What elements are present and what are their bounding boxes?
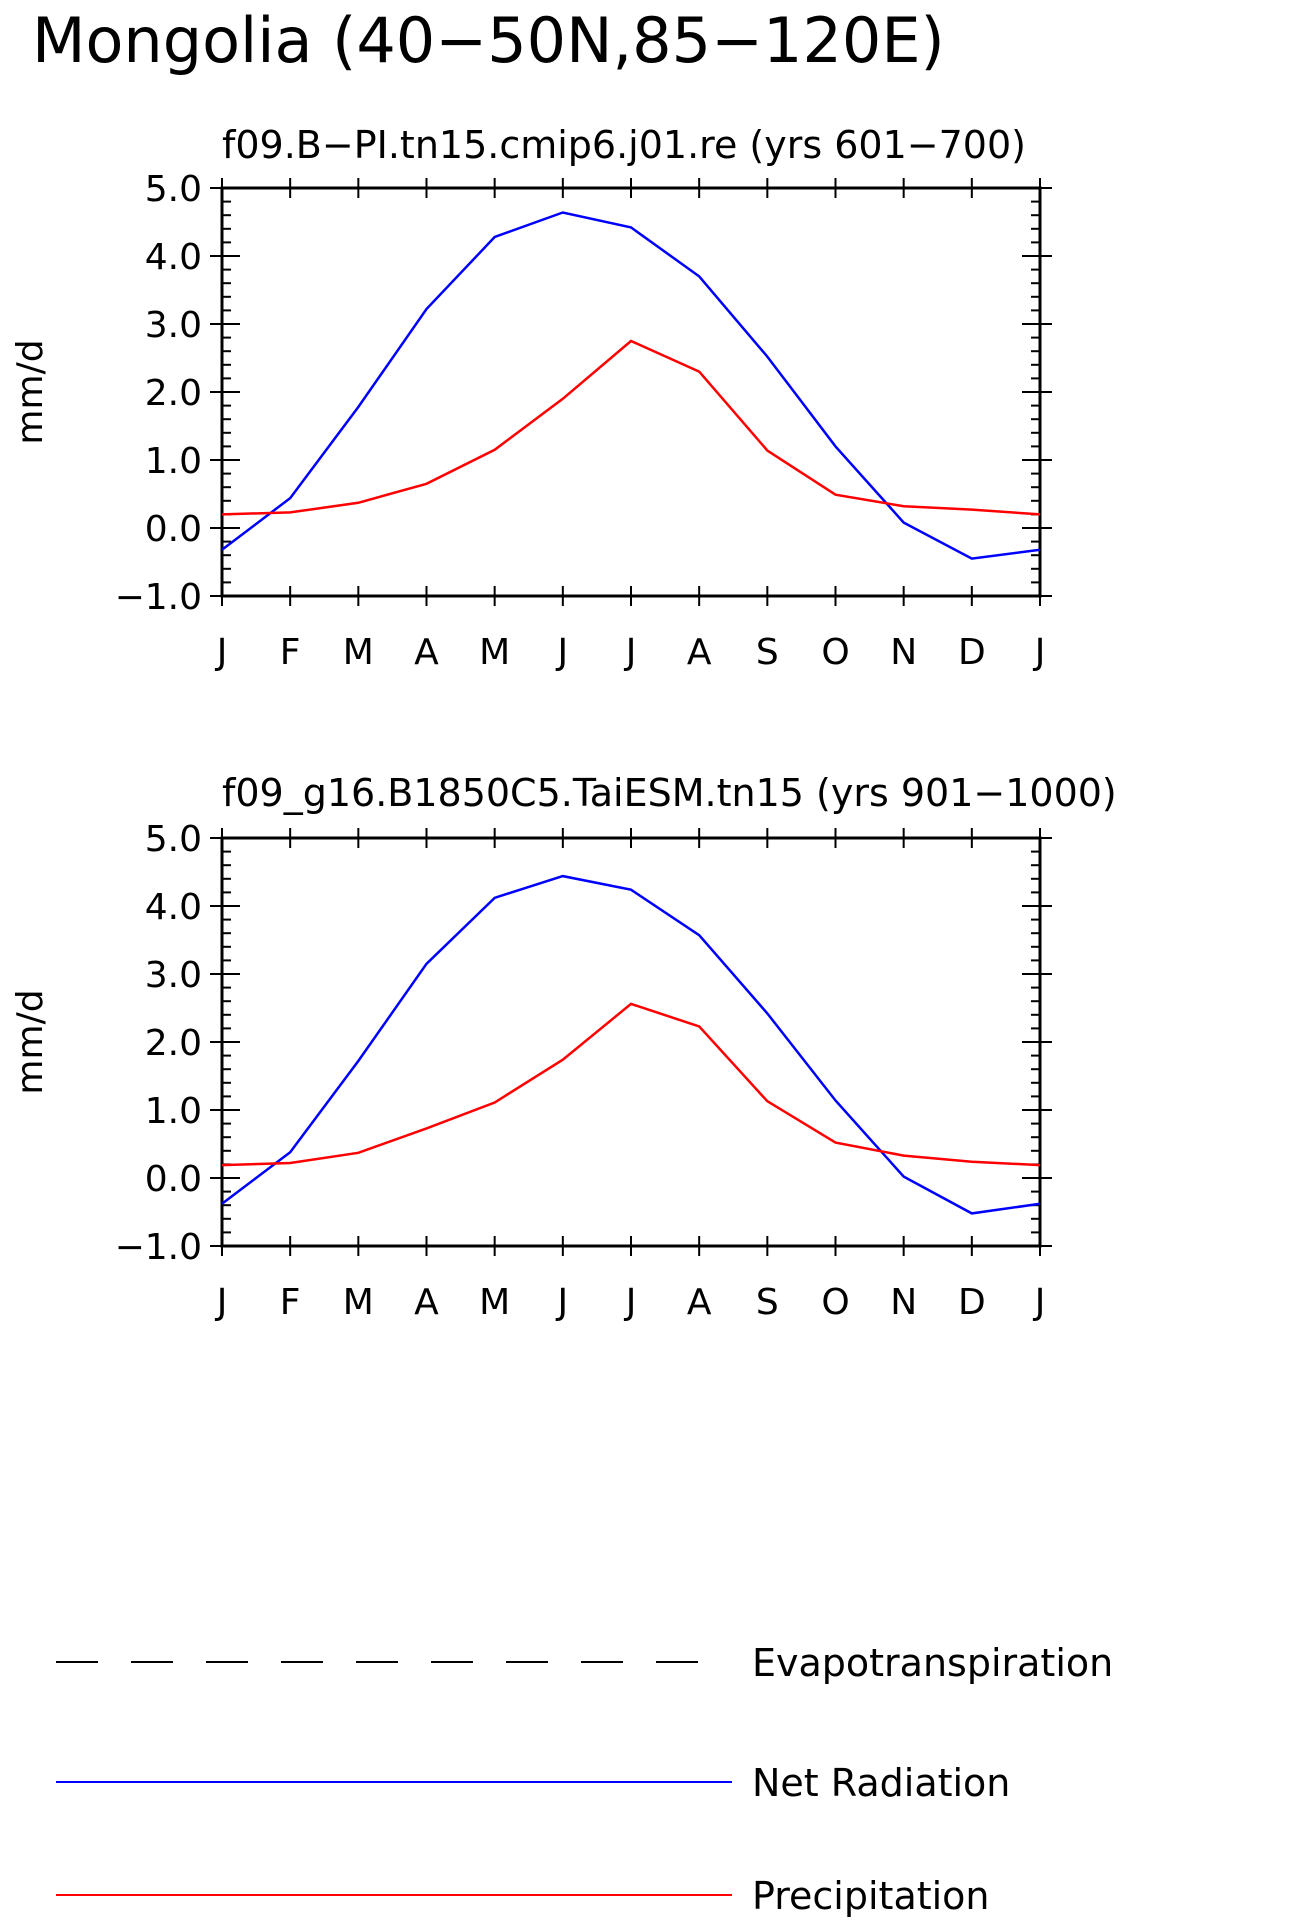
x-tick-label: F bbox=[280, 632, 301, 673]
plot-frame bbox=[220, 186, 1042, 598]
x-tick-label: J bbox=[1033, 632, 1046, 673]
panel-bottom: f09_g16.B1850C5.TaiESM.tn15 (yrs 901−100… bbox=[10, 771, 1117, 1323]
series-line-precipitation bbox=[221, 339, 1041, 516]
y-tick-label: 4.0 bbox=[145, 887, 202, 928]
series-line-net-radiation bbox=[221, 211, 1041, 560]
legend-label-net-radiation: Net Radiation bbox=[752, 1761, 1010, 1805]
legend-item-evapotranspiration: Evapotranspiration bbox=[56, 1641, 1113, 1685]
x-tick-label: J bbox=[556, 1282, 569, 1323]
y-tick-label: 1.0 bbox=[145, 441, 202, 482]
panel-title: f09_g16.B1850C5.TaiESM.tn15 (yrs 901−100… bbox=[222, 771, 1117, 815]
x-tick-label: M bbox=[479, 632, 510, 673]
x-tick-label: A bbox=[687, 1282, 712, 1323]
x-tick-label: J bbox=[556, 632, 569, 673]
panel-top: f09.B−PI.tn15.cmip6.j01.re (yrs 601−700)… bbox=[10, 123, 1052, 673]
legend: Evapotranspiration Net Radiation Precipi… bbox=[56, 1641, 1113, 1918]
x-tick-label: N bbox=[890, 632, 917, 673]
x-tick-label: J bbox=[215, 1282, 228, 1323]
y-tick-label: 2.0 bbox=[145, 1023, 202, 1064]
y-tick-label: −1.0 bbox=[115, 1227, 202, 1268]
x-tick-label: S bbox=[756, 1282, 779, 1323]
x-tick-label: J bbox=[624, 1282, 637, 1323]
y-tick-label: 5.0 bbox=[145, 819, 202, 860]
x-tick-label: A bbox=[414, 1282, 439, 1323]
y-axis-label: mm/d bbox=[10, 989, 51, 1094]
y-tick-label: −1.0 bbox=[115, 577, 202, 618]
legend-item-precipitation: Precipitation bbox=[56, 1874, 990, 1918]
x-tick-label: J bbox=[215, 632, 228, 673]
y-tick-label: 0.0 bbox=[145, 509, 202, 550]
x-tick-label: M bbox=[343, 1282, 374, 1323]
x-tick-label: F bbox=[280, 1282, 301, 1323]
x-tick-label: D bbox=[958, 1282, 986, 1323]
legend-label-precipitation: Precipitation bbox=[752, 1874, 990, 1918]
x-tick-label: J bbox=[624, 632, 637, 673]
y-tick-label: 4.0 bbox=[145, 237, 202, 278]
y-tick-label: 3.0 bbox=[145, 305, 202, 346]
x-tick-label: M bbox=[479, 1282, 510, 1323]
legend-label-evapotranspiration: Evapotranspiration bbox=[752, 1641, 1113, 1685]
x-tick-label: O bbox=[821, 1282, 849, 1323]
x-tick-label: O bbox=[821, 632, 849, 673]
y-axis-label: mm/d bbox=[10, 339, 51, 444]
y-tick-label: 0.0 bbox=[145, 1159, 202, 1200]
x-tick-label: D bbox=[958, 632, 986, 673]
x-tick-label: M bbox=[343, 632, 374, 673]
y-tick-label: 1.0 bbox=[145, 1091, 202, 1132]
y-tick-label: 5.0 bbox=[145, 169, 202, 210]
panel-title: f09.B−PI.tn15.cmip6.j01.re (yrs 601−700) bbox=[222, 123, 1026, 167]
figure-title: Mongolia (40−50N,85−120E) bbox=[32, 4, 945, 77]
series-line-net-radiation bbox=[221, 874, 1041, 1215]
x-tick-label: J bbox=[1033, 1282, 1046, 1323]
y-tick-label: 2.0 bbox=[145, 373, 202, 414]
x-tick-label: S bbox=[756, 632, 779, 673]
x-tick-label: N bbox=[890, 1282, 917, 1323]
series-line-precipitation bbox=[221, 1002, 1041, 1167]
legend-item-net-radiation: Net Radiation bbox=[56, 1761, 1010, 1805]
y-tick-label: 3.0 bbox=[145, 955, 202, 996]
x-tick-label: A bbox=[687, 632, 712, 673]
x-tick-label: A bbox=[414, 632, 439, 673]
